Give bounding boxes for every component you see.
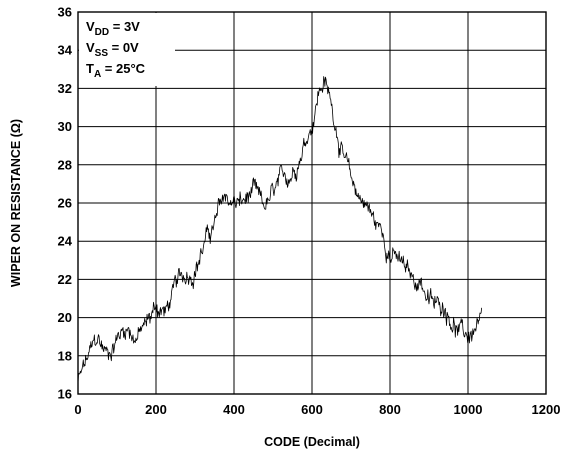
y-tick-label-9: 34	[58, 43, 73, 58]
y-tick-label-1: 18	[58, 348, 72, 363]
y-tick-label-8: 32	[58, 81, 72, 96]
y-tick-label-3: 22	[58, 272, 72, 287]
x-tick-label-3: 600	[301, 402, 323, 417]
x-tick-labels: 0 200 400 600 800 1000 1200	[74, 402, 560, 417]
x-tick-label-5: 1000	[454, 402, 483, 417]
annotation-line-2: TA = 25°C	[86, 61, 146, 80]
y-tick-label-6: 28	[58, 157, 72, 172]
conditions-annotation: VDD = 3V VSS = 0V TA = 25°C	[79, 13, 175, 86]
y-tick-label-0: 16	[58, 387, 72, 402]
x-tick-label-2: 400	[223, 402, 245, 417]
y-tick-labels: 16 18 20 22 24 26 28 30 32 34 36	[58, 5, 73, 402]
x-tick-label-6: 1200	[532, 402, 561, 417]
series-line-0	[77, 76, 483, 384]
annotation-line-1: VSS = 0V	[86, 40, 139, 59]
y-tick-label-2: 20	[58, 310, 72, 325]
y-tick-label-4: 24	[58, 234, 73, 249]
x-tick-label-0: 0	[74, 402, 81, 417]
plot-frame	[77, 11, 547, 395]
annotation-background	[79, 13, 175, 86]
y-tick-label-5: 26	[58, 196, 72, 211]
x-axis-title: CODE (Decimal)	[264, 435, 360, 449]
y-tick-label-10: 36	[58, 5, 72, 20]
series-group	[77, 76, 483, 384]
y-tick-label-7: 30	[58, 119, 72, 134]
x-tick-label-4: 800	[379, 402, 401, 417]
annotation-line-0: VDD = 3V	[86, 19, 140, 38]
y-axis-title: WIPER ON RESISTANCE (Ω)	[9, 119, 23, 287]
x-tick-label-1: 200	[145, 402, 167, 417]
